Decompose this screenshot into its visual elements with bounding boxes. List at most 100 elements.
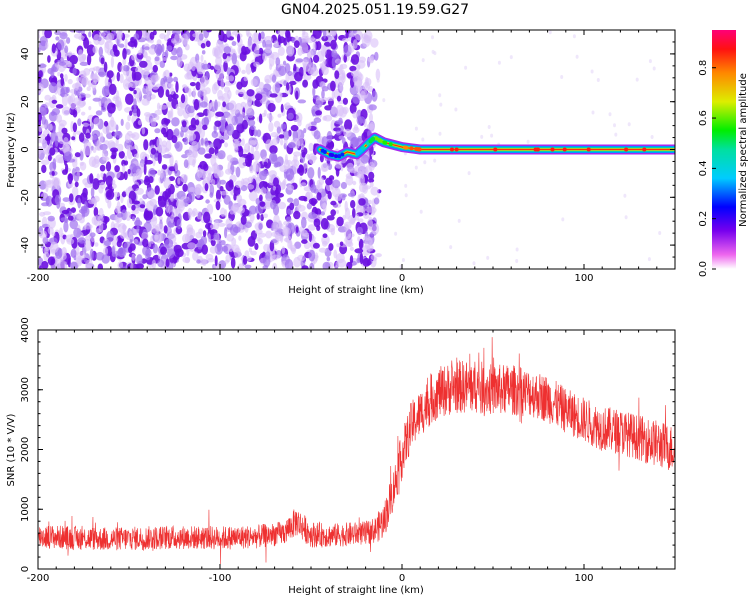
noise-point [173, 76, 178, 83]
noise-point [276, 222, 284, 230]
noise-point [438, 131, 442, 136]
noise-point [85, 265, 92, 269]
y-tick-label: 0 [20, 566, 31, 572]
noise-point [250, 125, 256, 131]
noise-point [136, 108, 141, 118]
x-tick-label: 100 [574, 573, 593, 584]
colorbar-tick-label: 0.8 [698, 60, 709, 76]
noise-point [226, 154, 233, 162]
noise-point [277, 113, 282, 118]
y-tick-label: 0 [20, 146, 31, 152]
noise-point [85, 132, 91, 139]
noise-point [298, 164, 305, 176]
noise-point [135, 187, 144, 195]
noise-point [361, 33, 368, 40]
noise-point [362, 257, 371, 267]
noise-point [112, 44, 118, 53]
noise-point [457, 218, 461, 223]
ridge-point [388, 142, 393, 147]
noise-point [264, 74, 273, 84]
noise-point [360, 154, 370, 164]
noise-point [199, 82, 206, 93]
noise-point [68, 173, 73, 185]
noise-point [93, 117, 101, 126]
noise-point [61, 106, 71, 116]
noise-point [103, 247, 109, 256]
noise-point [375, 68, 381, 81]
noise-point [181, 120, 187, 128]
noise-point [44, 30, 52, 39]
noise-point [322, 202, 327, 213]
noise-point [303, 128, 307, 134]
noise-point [201, 63, 211, 70]
noise-point [246, 89, 255, 97]
noise-point [174, 169, 181, 177]
noise-point [74, 181, 79, 188]
y-axis-ticks-top: -40 -20 0 20 40 [20, 29, 675, 270]
noise-point [295, 112, 303, 123]
noise-point [301, 239, 308, 244]
noise-point [225, 168, 232, 175]
noise-point [81, 111, 86, 116]
noise-point [205, 253, 214, 261]
y-tick-label: 1000 [20, 497, 31, 522]
noise-point [336, 209, 339, 214]
ridge-point [337, 154, 341, 159]
noise-point [332, 179, 341, 189]
noise-point [204, 153, 213, 159]
noise-point [56, 81, 61, 90]
noise-point [54, 179, 60, 185]
noise-point [157, 259, 165, 268]
noise-point [200, 235, 208, 246]
noise-point [354, 248, 364, 254]
noise-point [404, 193, 408, 198]
noise-point [373, 197, 380, 205]
noise-point [63, 151, 73, 161]
noise-point [204, 87, 211, 95]
noise-point [146, 94, 151, 103]
noise-point [205, 199, 210, 204]
noise-point [318, 247, 327, 253]
noise-point [312, 79, 319, 89]
noise-point [47, 256, 56, 266]
noise-point [220, 240, 226, 246]
noise-point [100, 106, 107, 112]
noise-point [334, 58, 342, 65]
noise-point [182, 257, 190, 263]
noise-point [226, 115, 235, 126]
noise-point [144, 159, 153, 165]
noise-point [560, 75, 564, 79]
noise-point [38, 40, 48, 51]
noise-point [175, 81, 179, 93]
noise-point [277, 46, 285, 56]
noise-point [280, 138, 284, 146]
ridge-point [533, 147, 538, 152]
noise-point [215, 189, 222, 201]
noise-point [263, 161, 268, 167]
noise-point [246, 184, 255, 190]
noise-point [321, 86, 329, 92]
noise-point [88, 31, 92, 38]
ridge-point [642, 147, 647, 152]
noise-point [369, 112, 373, 123]
noise-point [210, 179, 216, 186]
noise-point [326, 215, 335, 221]
noise-point [464, 65, 468, 70]
noise-point [414, 126, 418, 131]
noise-point [195, 187, 201, 199]
noise-point [368, 199, 372, 205]
noise-point [213, 138, 222, 150]
noise-point [83, 258, 88, 263]
noise-point [142, 30, 151, 39]
noise-point [339, 241, 344, 247]
noise-point [307, 224, 316, 231]
noise-point [170, 214, 175, 224]
noise-point [234, 180, 244, 188]
noise-point [117, 143, 124, 153]
noise-point [322, 233, 328, 238]
noise-point [366, 123, 375, 130]
noise-point [83, 145, 92, 156]
noise-point [50, 66, 55, 79]
noise-point [315, 110, 322, 116]
noise-point [68, 210, 72, 215]
